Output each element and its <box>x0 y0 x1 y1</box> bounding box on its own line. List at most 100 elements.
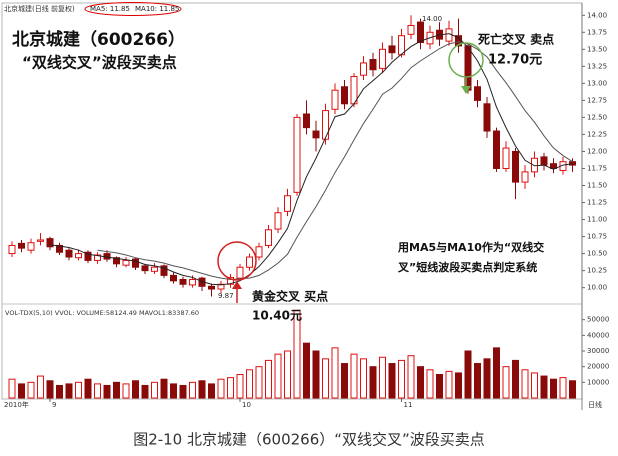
candle-body <box>303 113 310 129</box>
death-arrow-head <box>461 86 471 94</box>
y-tick-label: 10.00 <box>587 284 607 292</box>
y-tick-label: 12.75 <box>587 96 607 104</box>
candle-body <box>56 244 63 253</box>
volume-y-tick-label: 50000 <box>587 316 609 324</box>
candle-body <box>217 283 225 290</box>
candle-body <box>236 266 244 279</box>
candle-body <box>502 147 510 169</box>
volume-bar <box>160 378 168 399</box>
volume-bar <box>426 369 434 399</box>
volume-bar <box>445 370 453 399</box>
volume-bar <box>531 372 538 399</box>
candle-body <box>189 278 196 286</box>
header-ma5: MA5: 11.85 <box>90 5 130 13</box>
volume-bar <box>56 384 63 399</box>
volume-bar <box>122 383 130 399</box>
y-tick-label: 11.25 <box>587 199 607 207</box>
candle-body <box>540 156 548 166</box>
death-cross-circle <box>448 42 484 78</box>
candle-body <box>550 163 557 169</box>
header-ma10: MA10: 11.85 <box>135 5 179 13</box>
volume-bar <box>293 309 301 399</box>
volume-bar <box>512 359 519 399</box>
candle-body <box>160 265 168 276</box>
note-line: 用MA5与MA10作为“双线交 <box>398 240 544 254</box>
candle-body <box>388 45 396 54</box>
candle-body <box>284 195 291 212</box>
volume-bar <box>255 366 263 399</box>
volume-bar <box>217 378 225 399</box>
volume-bar <box>75 381 82 399</box>
volume-bar <box>417 366 424 399</box>
volume-bar <box>208 383 215 399</box>
plot-frame <box>1 2 583 400</box>
volume-bar <box>27 381 35 399</box>
volume-bar <box>493 347 500 399</box>
candle-body <box>141 265 149 272</box>
x-start-label: 2010年 <box>4 400 29 409</box>
candle-body <box>483 103 491 132</box>
candle-body <box>331 89 339 110</box>
volume-y-tick-label: 40000 <box>587 331 609 339</box>
candle-body <box>122 259 130 266</box>
death-cross-label: 死亡交叉 卖点 <box>478 32 554 47</box>
candle-body <box>208 285 215 290</box>
candle-body <box>84 251 92 261</box>
ma-line <box>97 41 573 280</box>
marks: 10.00 10.25 10.50 10.75 11.00 11.25 11.50 11.75… <box>8 11 609 409</box>
candle-body <box>75 253 82 259</box>
candle-body <box>369 59 377 71</box>
candle-body <box>474 86 481 101</box>
candle-body <box>170 274 177 282</box>
candle-body <box>132 258 139 268</box>
volume-bar <box>464 350 472 399</box>
x-end-label: 日线 <box>588 400 602 409</box>
y-tick-label: 13.50 <box>587 45 607 53</box>
volume-bar <box>350 353 358 399</box>
y-tick-label: 12.50 <box>587 113 607 121</box>
candle-body <box>360 62 367 76</box>
x-tick-label: 10 <box>242 401 251 409</box>
volume-bar <box>37 375 44 399</box>
candle-body <box>521 171 529 183</box>
volume-bar <box>521 369 529 399</box>
candle-body <box>493 130 500 169</box>
candle-body <box>255 246 263 258</box>
volume-bar <box>284 350 291 399</box>
y-tick-label: 14.00 <box>587 11 607 19</box>
volume-bar <box>360 358 367 399</box>
volume-bar <box>84 378 92 399</box>
volume-bar <box>398 359 405 399</box>
x-tick-label: 11 <box>404 401 413 409</box>
candle-body <box>151 266 158 272</box>
volume-bar <box>455 372 462 399</box>
y-tick-label: 12.25 <box>587 130 607 138</box>
golden-cross-price: 10.40元 <box>252 309 302 323</box>
header-name: 北京城建(日线 前复权) <box>4 4 75 13</box>
candle-body <box>417 21 424 43</box>
subtitle: “双线交叉”波段买卖点 <box>22 54 177 72</box>
volume-bar <box>65 383 73 399</box>
volume-bar <box>559 377 567 399</box>
y-tick-label: 13.25 <box>587 62 607 70</box>
volume-bar <box>379 356 386 399</box>
volume-bar <box>8 378 16 399</box>
high-label: 14.00 <box>422 15 442 23</box>
volume-bar <box>369 366 377 399</box>
golden-cross-label: 黄金交叉 买点 <box>252 289 328 304</box>
volume-bar <box>170 383 177 399</box>
volume-bar <box>436 374 443 399</box>
volume-y-tick-label: 20000 <box>587 363 609 371</box>
volume-bar <box>179 384 187 399</box>
volume-bar <box>550 378 557 399</box>
volume-bar <box>274 353 282 399</box>
volume-bar <box>569 380 576 399</box>
note-line: 叉”短线波段买卖点判定系统 <box>397 260 537 274</box>
y-tick-label: 10.75 <box>587 233 607 241</box>
volume-header: VOL-TDX(5,10) VVOL: VOLUME:58124.49 MAVO… <box>5 309 199 317</box>
y-tick-label: 11.50 <box>587 182 607 190</box>
candle-body <box>179 278 187 285</box>
candle-body <box>113 257 120 265</box>
volume-bar <box>322 358 329 399</box>
